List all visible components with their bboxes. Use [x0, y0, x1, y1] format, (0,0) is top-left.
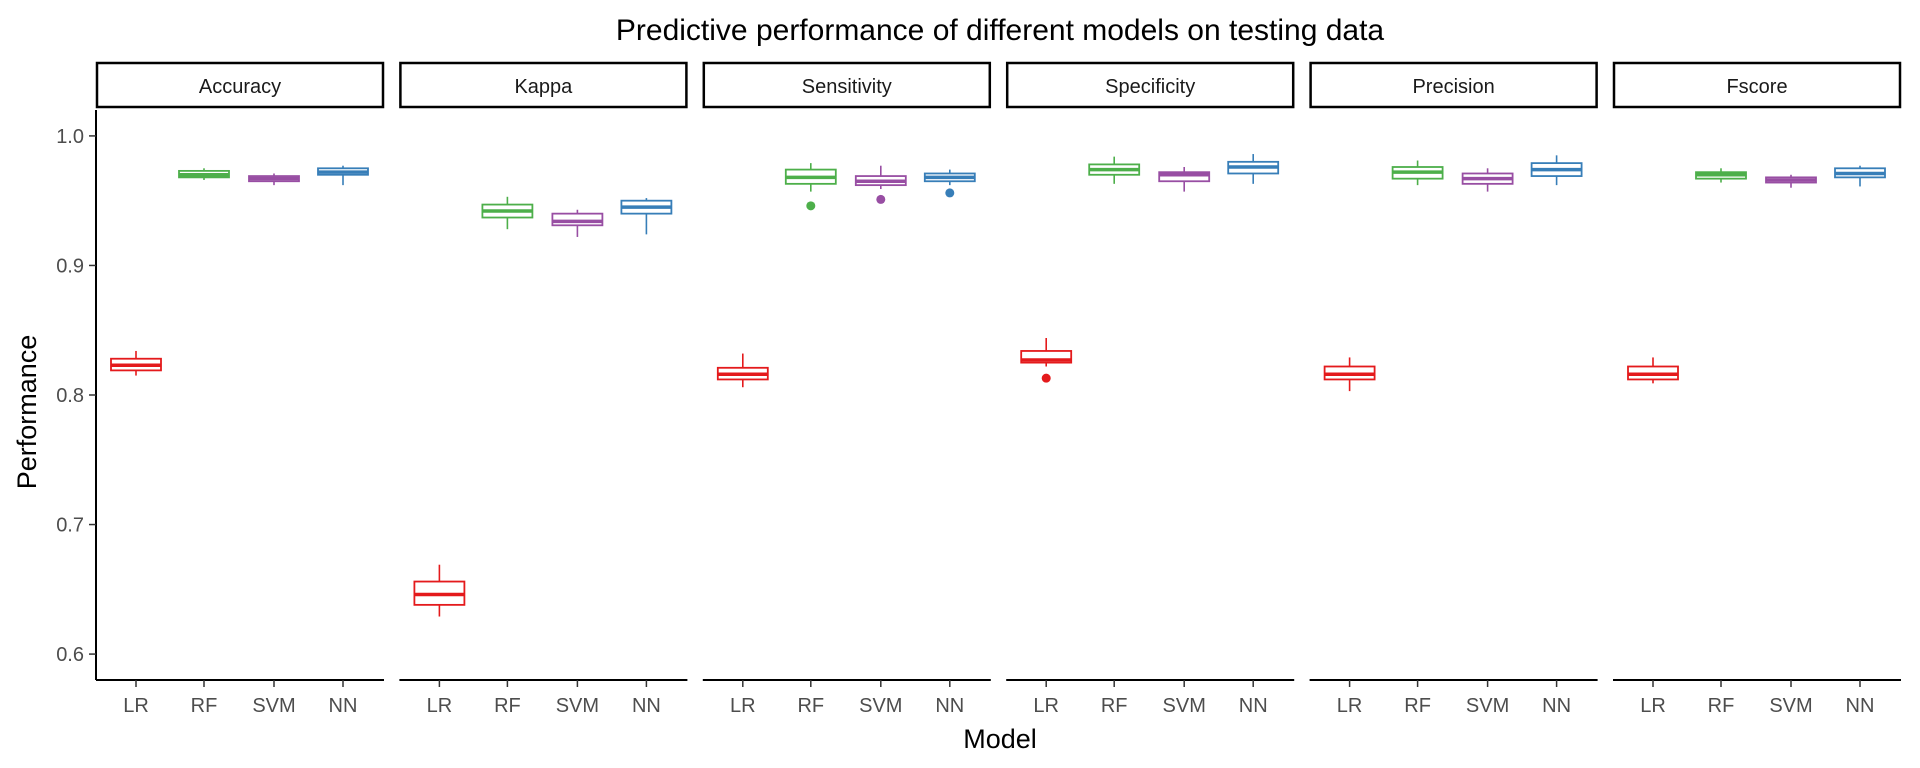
- facet-strip: [1309, 61, 1598, 109]
- x-tick-label: SVM: [859, 695, 902, 717]
- boxplot-lr: [1627, 357, 1679, 384]
- boxplot-lr: [1020, 338, 1073, 383]
- facet-panel-fscore: Fscore LR RF SVM NN: [1612, 61, 1902, 717]
- x-axis-title: Model: [963, 724, 1037, 754]
- facet-strip: [399, 61, 688, 109]
- boxplot-svm: [1461, 168, 1514, 192]
- x-tick-label: LR: [1640, 695, 1666, 717]
- facet-strip-label: Specificity: [1105, 76, 1195, 98]
- facet-panel-specificity: Specificity LR RF SVM NN: [1005, 61, 1295, 717]
- outlier-point: [806, 201, 816, 211]
- boxplot-rf: [481, 196, 534, 230]
- facet-strip-label: Fscore: [1726, 76, 1787, 98]
- iqr-box: [1020, 350, 1073, 364]
- facet-strip-label: Accuracy: [199, 76, 281, 98]
- outlier-point: [876, 194, 886, 204]
- boxplot-nn: [1227, 154, 1280, 184]
- boxplot-nn: [620, 198, 673, 235]
- boxplot-rf: [1695, 168, 1747, 183]
- boxplot-svm: [1765, 174, 1817, 188]
- y-tick-label: 0.6: [56, 644, 84, 666]
- boxplot-svm: [248, 173, 300, 186]
- facet-strip: [1612, 61, 1902, 109]
- boxplot-lr: [1323, 357, 1376, 392]
- chart-title: Predictive performance of different mode…: [616, 14, 1385, 47]
- x-tick-label: RF: [494, 695, 521, 717]
- plot-area: 0.6 0.7 0.8 0.9 1.0 Accuracy LR RF SVM NN Kappa LR R…: [56, 61, 1902, 717]
- x-tick-label: RF: [1404, 695, 1431, 717]
- facet-panel-accuracy: Accuracy LR RF SVM NN: [95, 61, 385, 717]
- boxplot-rf: [178, 168, 230, 180]
- x-tick-label: SVM: [556, 695, 599, 717]
- facet-strip: [1005, 61, 1295, 109]
- outlier-point: [1041, 373, 1051, 383]
- facet-strip: [702, 61, 992, 109]
- y-tick-label: 1.0: [56, 126, 84, 148]
- iqr-box: [1158, 171, 1211, 183]
- x-tick-label: NN: [329, 695, 358, 717]
- boxplot-rf: [1391, 160, 1444, 186]
- x-tick-label: LR: [427, 695, 453, 717]
- x-tick-label: SVM: [1163, 695, 1206, 717]
- boxplot-svm: [551, 209, 604, 237]
- boxplot-svm: [854, 165, 907, 204]
- x-tick-label: NN: [1846, 695, 1875, 717]
- boxplot-lr: [716, 353, 769, 388]
- facet-panel-kappa: Kappa LR RF SVM NN: [399, 61, 688, 717]
- boxplot-rf: [1088, 156, 1141, 184]
- y-tick-label: 0.9: [56, 255, 84, 277]
- facet-strip-label: Kappa: [514, 76, 573, 98]
- iqr-box: [551, 212, 604, 227]
- x-tick-label: NN: [1542, 695, 1571, 717]
- facet-strip-label: Sensitivity: [802, 76, 892, 98]
- boxplot-nn: [923, 169, 976, 198]
- facet-strip-label: Precision: [1412, 76, 1494, 98]
- x-tick-label: RF: [797, 695, 824, 717]
- y-tick-label: 0.7: [56, 515, 84, 537]
- boxplot-nn: [317, 165, 369, 186]
- outlier-point: [945, 188, 955, 198]
- x-tick-label: LR: [730, 695, 756, 717]
- x-tick-label: RF: [191, 695, 218, 717]
- y-tick-label: 0.8: [56, 385, 84, 407]
- boxplot-svm: [1158, 167, 1211, 192]
- boxplot-nn: [1834, 165, 1886, 187]
- x-tick-label: NN: [1239, 695, 1268, 717]
- x-tick-label: NN: [632, 695, 661, 717]
- facet-panel-sensitivity: Sensitivity LR RF SVM NN: [702, 61, 992, 717]
- x-tick-label: RF: [1708, 695, 1735, 717]
- x-tick-label: LR: [1337, 695, 1363, 717]
- facet-strip: [95, 61, 385, 109]
- boxplot-rf: [784, 163, 837, 211]
- x-tick-label: SVM: [1769, 695, 1812, 717]
- boxplot-nn: [1530, 155, 1583, 186]
- boxplot-lr: [413, 564, 466, 617]
- boxplot-lr: [110, 350, 162, 376]
- x-tick-label: LR: [1033, 695, 1059, 717]
- facet-panel-precision: Precision LR RF SVM NN: [1309, 61, 1598, 717]
- x-tick-label: RF: [1101, 695, 1128, 717]
- x-tick-label: LR: [123, 695, 149, 717]
- x-tick-label: SVM: [1466, 695, 1509, 717]
- x-tick-label: SVM: [252, 695, 295, 717]
- x-tick-label: NN: [935, 695, 964, 717]
- y-axis-title: Performance: [12, 335, 42, 490]
